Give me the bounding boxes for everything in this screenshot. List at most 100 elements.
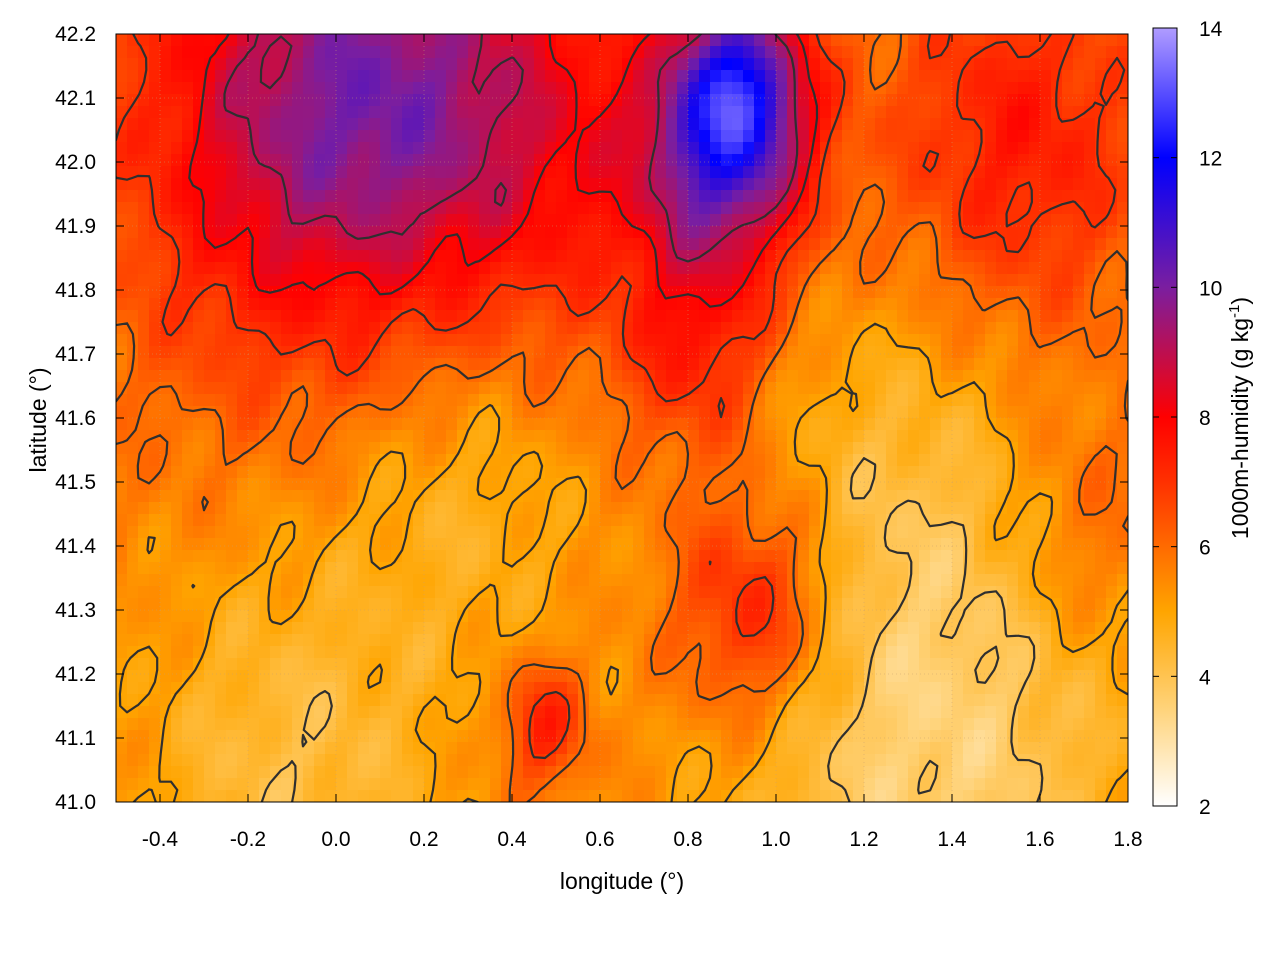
field-cell xyxy=(534,430,546,443)
field-cell xyxy=(1106,430,1118,443)
field-cell xyxy=(875,286,887,299)
field-cell xyxy=(908,622,920,635)
field-cell xyxy=(457,358,469,371)
field-cell xyxy=(281,178,293,191)
field-cell xyxy=(1073,538,1085,551)
field-cell xyxy=(325,562,337,575)
field-cell xyxy=(743,46,755,59)
field-cell xyxy=(149,226,161,239)
field-cell xyxy=(853,34,865,47)
field-cell xyxy=(116,46,128,59)
field-cell xyxy=(325,298,337,311)
field-cell xyxy=(710,58,722,71)
field-cell xyxy=(413,370,425,383)
field-cell xyxy=(589,382,601,395)
field-cell xyxy=(545,382,557,395)
field-cell xyxy=(369,550,381,563)
field-cell xyxy=(919,118,931,131)
field-cell xyxy=(622,238,634,251)
field-cell xyxy=(413,286,425,299)
field-cell xyxy=(127,214,139,227)
field-cell xyxy=(633,274,645,287)
field-cell xyxy=(490,226,502,239)
field-cell xyxy=(974,34,986,47)
field-cell xyxy=(215,82,227,95)
field-cell xyxy=(303,538,315,551)
field-cell xyxy=(490,370,502,383)
field-cell xyxy=(182,634,194,647)
field-cell xyxy=(303,58,315,71)
field-cell xyxy=(413,142,425,155)
field-cell xyxy=(281,250,293,263)
field-cell xyxy=(413,670,425,683)
field-cell xyxy=(281,622,293,635)
field-cell xyxy=(875,58,887,71)
field-cell xyxy=(765,586,777,599)
field-cell xyxy=(490,202,502,215)
field-cell xyxy=(424,130,436,143)
field-cell xyxy=(754,262,766,275)
field-cell xyxy=(908,214,920,227)
field-cell xyxy=(204,214,216,227)
field-cell xyxy=(534,130,546,143)
field-cell xyxy=(424,190,436,203)
field-cell xyxy=(347,610,359,623)
field-cell xyxy=(886,538,898,551)
field-cell xyxy=(864,334,876,347)
field-cell xyxy=(127,454,139,467)
field-cell xyxy=(413,466,425,479)
field-cell xyxy=(842,550,854,563)
field-cell xyxy=(633,286,645,299)
field-cell xyxy=(1106,70,1118,83)
field-cell xyxy=(501,634,513,647)
field-cell xyxy=(963,238,975,251)
field-cell xyxy=(919,310,931,323)
field-cell xyxy=(479,586,491,599)
field-cell xyxy=(644,334,656,347)
field-cell xyxy=(886,310,898,323)
field-cell xyxy=(798,622,810,635)
field-cell xyxy=(248,106,260,119)
field-cell xyxy=(215,226,227,239)
field-cell xyxy=(314,454,326,467)
field-cell xyxy=(699,286,711,299)
field-cell xyxy=(369,490,381,503)
field-cell xyxy=(127,34,139,47)
field-cell xyxy=(1029,58,1041,71)
field-cell xyxy=(809,394,821,407)
field-cell xyxy=(270,598,282,611)
field-cell xyxy=(369,658,381,671)
field-cell xyxy=(281,262,293,275)
field-cell xyxy=(677,190,689,203)
field-cell xyxy=(985,46,997,59)
field-cell xyxy=(149,178,161,191)
field-cell xyxy=(1073,286,1085,299)
field-cell xyxy=(600,562,612,575)
field-cell xyxy=(347,454,359,467)
field-cell xyxy=(677,586,689,599)
field-cell xyxy=(160,142,172,155)
field-cell xyxy=(193,250,205,263)
field-cell xyxy=(204,274,216,287)
field-cell xyxy=(820,418,832,431)
field-cell xyxy=(501,334,513,347)
field-cell xyxy=(974,106,986,119)
field-cell xyxy=(622,586,634,599)
field-cell xyxy=(776,598,788,611)
field-cell xyxy=(1073,634,1085,647)
field-cell xyxy=(281,682,293,695)
field-cell xyxy=(985,166,997,179)
field-cell xyxy=(600,58,612,71)
field-cell xyxy=(391,610,403,623)
field-cell xyxy=(787,670,799,683)
field-cell xyxy=(325,502,337,515)
field-cell xyxy=(567,562,579,575)
field-cell xyxy=(490,346,502,359)
field-cell xyxy=(1084,394,1096,407)
field-cell xyxy=(600,238,612,251)
field-cell xyxy=(567,310,579,323)
field-cell xyxy=(336,382,348,395)
field-cell xyxy=(941,214,953,227)
field-cell xyxy=(842,202,854,215)
field-cell xyxy=(622,466,634,479)
